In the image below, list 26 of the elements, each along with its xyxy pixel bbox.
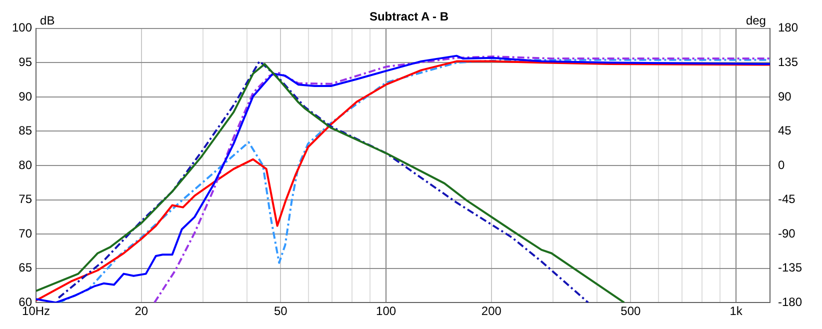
y2-tick-label: -180 (778, 294, 802, 309)
y-tick-label: 70 (18, 226, 32, 240)
x-tick-label: 200 (481, 304, 502, 318)
y-tick-label: 85 (18, 124, 32, 138)
x-tick-label: 500 (620, 304, 642, 318)
chart-title: Subtract A - B (369, 10, 449, 24)
y2-tick-label: 180 (778, 20, 798, 35)
y2-tick-label: -135 (778, 260, 802, 275)
x-tick-label: 100 (376, 304, 396, 318)
y-tick-label: 75 (18, 192, 32, 206)
y2-tick-label: 0 (778, 158, 785, 172)
y2-tick-label: -90 (778, 226, 796, 240)
x-tick-label: 50 (274, 304, 288, 318)
x-tick-label: 1k (730, 304, 744, 318)
y2-axis-title: deg (746, 14, 766, 28)
y2-tick-label: 135 (778, 54, 798, 69)
y-tick-label: 90 (18, 89, 32, 104)
y-tick-label: 65 (18, 260, 32, 275)
y-tick-label: 80 (18, 158, 32, 172)
y-tick-label: 100 (12, 20, 32, 35)
y2-tick-label: -45 (778, 192, 796, 206)
x-tick-label: 20 (134, 304, 148, 318)
y2-tick-label: 45 (778, 124, 792, 138)
y-tick-label: 95 (18, 54, 32, 69)
y-axis-title: dB (40, 14, 55, 28)
y2-tick-label: 90 (778, 89, 792, 104)
